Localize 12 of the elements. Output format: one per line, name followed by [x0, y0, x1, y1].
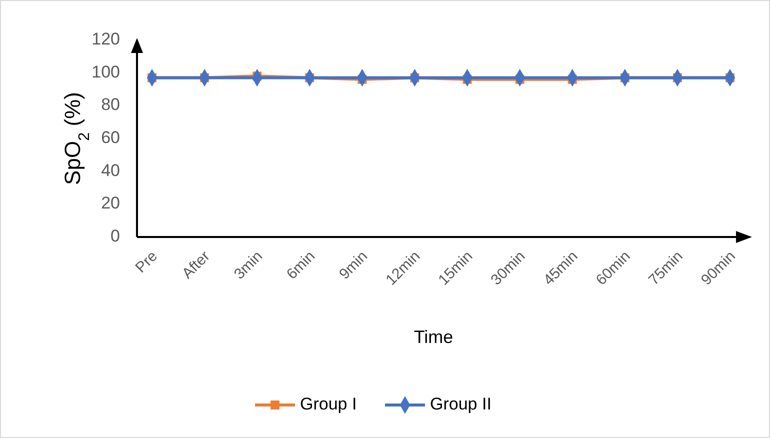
legend-label: Group II [430, 394, 492, 414]
y-tick-label: 100 [92, 62, 120, 82]
legend-label: Group I [300, 394, 357, 414]
x-tick-label: 6min [283, 248, 318, 283]
y-tick-label: 0 [110, 226, 120, 246]
y-tick-label: 120 [92, 29, 120, 48]
y-tick-label: 40 [101, 160, 120, 180]
y-tick-label: 80 [101, 95, 120, 114]
x-axis-title: Time [414, 327, 454, 347]
y-tick-label: 60 [101, 128, 120, 147]
y-tick-label: 20 [101, 194, 120, 213]
x-tick-label: Pre [132, 248, 161, 276]
